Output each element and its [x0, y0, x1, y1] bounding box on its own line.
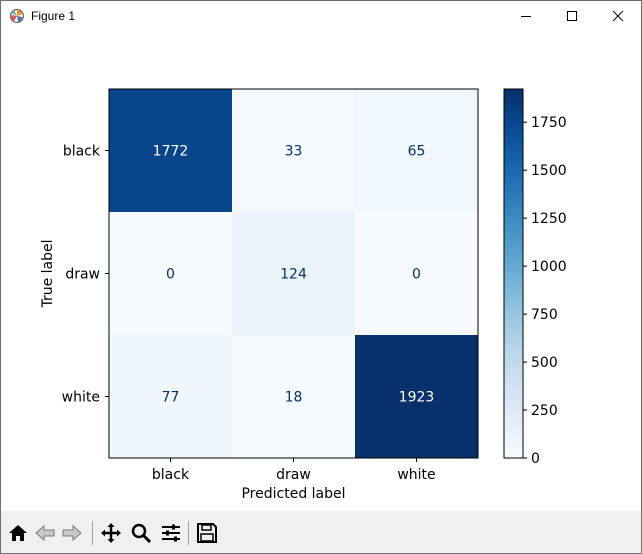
colorbar-tick-label: 1750: [531, 115, 567, 131]
colorbar: [503, 88, 524, 459]
home-icon: [9, 525, 27, 541]
forward-button[interactable]: [60, 521, 84, 545]
close-icon: [612, 10, 624, 22]
colorbar-tick-label: 1500: [531, 163, 567, 179]
heatmap-cell: [355, 212, 478, 335]
matplotlib-logo-icon: [10, 9, 24, 23]
heatmap-cell: [109, 89, 232, 212]
configure-subplots-icon: [162, 524, 180, 542]
maximize-button[interactable]: [549, 1, 595, 31]
y-tick-label: draw: [65, 267, 100, 283]
colorbar-tick-label: 500: [531, 355, 558, 371]
cell-value-label: 18: [285, 390, 303, 406]
heatmap-cell: [109, 212, 232, 335]
y-tick-label: white: [62, 390, 100, 406]
y-tick-label: black: [63, 144, 101, 160]
colorbar-tick-label: 750: [531, 307, 558, 323]
colorbar-tick-label: 1250: [531, 211, 567, 227]
zoom-button[interactable]: [129, 521, 153, 545]
back-button[interactable]: [33, 521, 57, 545]
heatmap-cell: [232, 89, 355, 212]
minimize-button[interactable]: [503, 1, 549, 31]
x-tick-label: draw: [276, 467, 311, 483]
cell-value-label: 0: [166, 267, 175, 283]
maximize-icon: [567, 11, 577, 21]
cell-value-label: 77: [162, 390, 180, 406]
navigation-toolbar: [1, 511, 641, 553]
x-axis-label: Predicted label: [241, 486, 345, 502]
heatmap-cell: [355, 89, 478, 212]
heatmap-cell: [109, 335, 232, 458]
toolbar-separator: [92, 521, 93, 545]
colorbar-tick-label: 0: [531, 451, 540, 467]
heatmap-cell: [232, 335, 355, 458]
close-button[interactable]: [595, 1, 641, 31]
save-button[interactable]: [195, 521, 219, 545]
title-bar[interactable]: Figure 1: [1, 1, 641, 31]
cell-value-label: 1923: [399, 390, 435, 406]
window-title: Figure 1: [31, 9, 76, 23]
toolbar-separator: [188, 521, 189, 545]
configure-subplots-button[interactable]: [159, 521, 183, 545]
home-button[interactable]: [6, 521, 30, 545]
x-tick-label: black: [152, 467, 190, 483]
colorbar-tick-label: 250: [531, 403, 558, 419]
cell-value-label: 124: [280, 267, 307, 283]
minimize-icon: [521, 16, 531, 17]
pan-icon: [101, 523, 121, 543]
pan-button[interactable]: [99, 521, 123, 545]
y-axis-label: True label: [40, 239, 56, 308]
cell-value-label: 0: [412, 267, 421, 283]
zoom-icon: [131, 523, 152, 544]
figure-canvas[interactable]: 1772 33 65 0 124 0 77 18 1923 black draw white black…: [1, 31, 641, 511]
cell-value-label: 1772: [153, 144, 189, 160]
heatmap-cell: [355, 335, 478, 458]
x-tick-label: white: [397, 467, 435, 483]
confusion-matrix-chart: 1772 33 65 0 124 0 77 18 1923 black draw white black…: [40, 88, 567, 502]
forward-icon: [62, 524, 82, 542]
cell-value-label: 33: [285, 144, 303, 160]
back-icon: [35, 524, 55, 542]
save-icon: [197, 523, 217, 543]
heatmap-cell: [232, 212, 355, 335]
cell-value-label: 65: [408, 144, 426, 160]
colorbar-tick-label: 1000: [531, 259, 567, 275]
